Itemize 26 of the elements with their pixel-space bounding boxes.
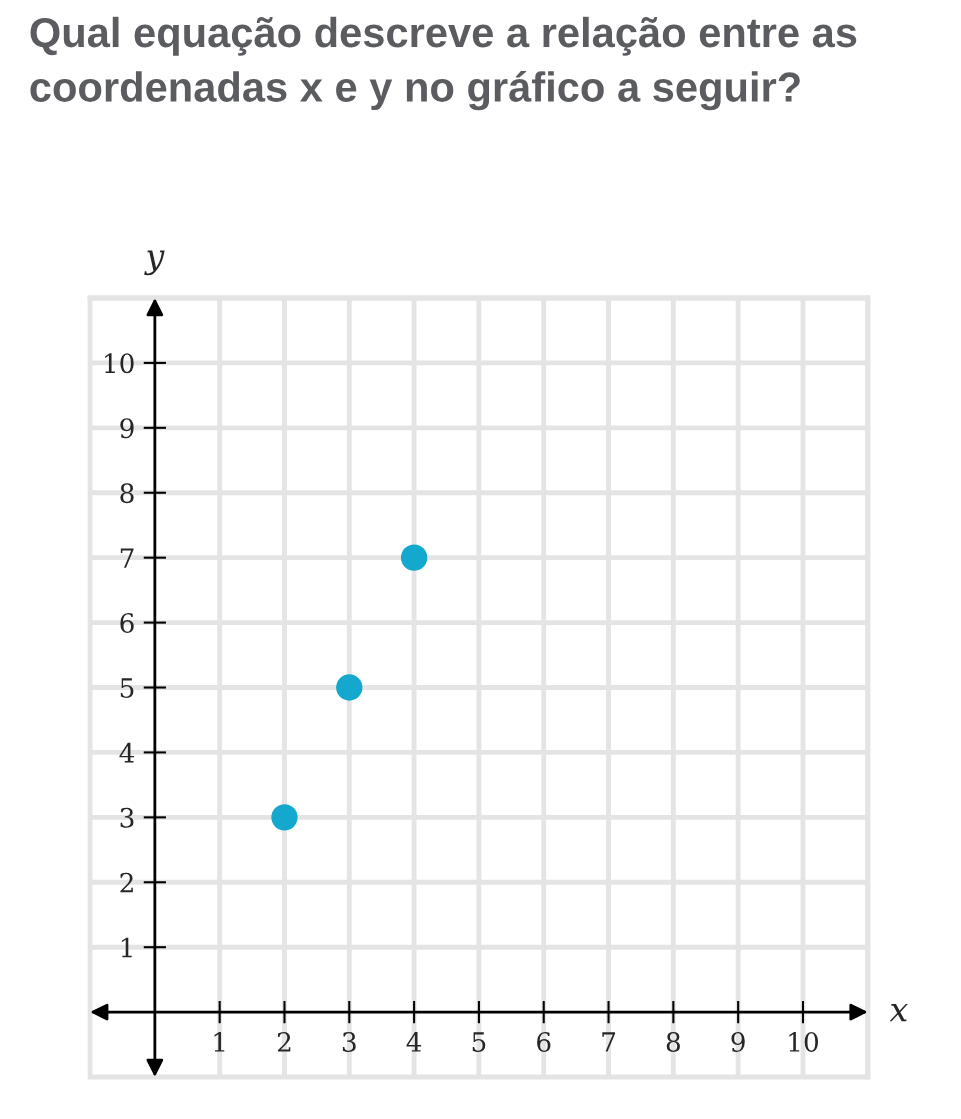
x-tick-label: 8 — [666, 1032, 680, 1052]
y-tick-label: 4 — [119, 742, 135, 763]
x-tick-label: 7 — [602, 1032, 616, 1052]
x-tick-label: 1 — [214, 1032, 225, 1052]
x-tick-label: 2 — [277, 1032, 291, 1052]
x-tick-label: 3 — [342, 1032, 356, 1052]
y-tick-label: 5 — [120, 678, 134, 698]
chart-title: Qual equação descreve a relação entre as coordenadas x e y no gráfico a seguir? — [30, 16, 857, 111]
point — [271, 804, 298, 831]
x-tick-label: 10 — [789, 1032, 819, 1052]
y-tick-label: 10 — [105, 353, 134, 374]
y-tick-label: 1 — [121, 937, 132, 958]
x-tick-label: 6 — [537, 1032, 551, 1052]
y-axis-title: y — [144, 250, 165, 276]
point — [400, 544, 428, 571]
y-tick-label: 2 — [120, 872, 133, 893]
x-tick-label: 9 — [731, 1032, 745, 1052]
y-tick-label: 6 — [120, 613, 134, 633]
y-tick-label: 7 — [120, 548, 134, 568]
x-tick-label: 4 — [406, 1032, 422, 1052]
point — [336, 674, 363, 701]
y-tick-label: 9 — [120, 418, 134, 439]
y-tick-label: 8 — [120, 483, 134, 504]
x-tick-label: 5 — [472, 1032, 486, 1052]
y-tick-label: 3 — [120, 807, 134, 828]
x-axis-title: x — [889, 1004, 908, 1022]
